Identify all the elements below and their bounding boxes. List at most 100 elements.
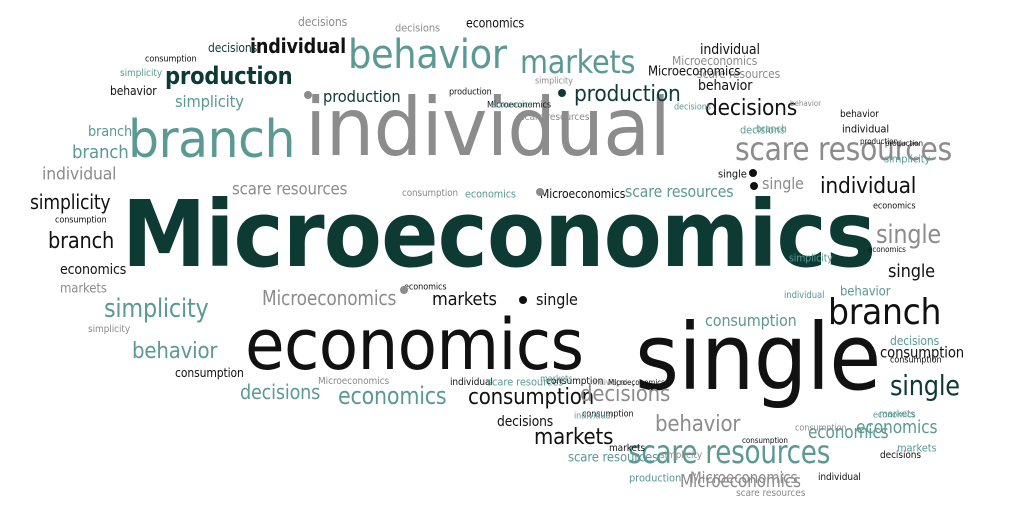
bullet-dot xyxy=(304,91,312,99)
word-economics: economics xyxy=(245,304,584,386)
bullet-dot xyxy=(750,182,758,190)
word-markets: markets xyxy=(609,443,645,454)
word-production: production xyxy=(885,139,923,148)
word-decisions: decisions xyxy=(497,414,554,430)
word-markets: markets xyxy=(520,43,636,81)
word-consumption: consumption xyxy=(890,355,942,366)
word-individual: individual xyxy=(700,42,760,58)
word-individual: individual xyxy=(450,377,493,388)
word-single: single xyxy=(762,174,804,193)
word-consumption: consumption xyxy=(742,436,788,445)
word-scare-resources: scare resources xyxy=(568,450,659,466)
word-decisions: decisions xyxy=(208,41,258,55)
bullet-dot xyxy=(400,286,408,294)
word-individual: individual xyxy=(820,174,917,199)
word-behavior: behavior xyxy=(840,109,879,120)
word-individual: individual xyxy=(250,34,346,58)
word-decisions: decisions xyxy=(580,382,671,407)
word-simplicity: simplicity xyxy=(175,92,244,111)
word-single: single xyxy=(718,167,747,181)
word-simplicity: simplicity xyxy=(535,76,573,87)
word-consumption: consumption xyxy=(546,376,604,387)
word-consumption: consumption xyxy=(880,343,965,362)
word-consumption: consumption xyxy=(468,385,595,410)
word-scare-resources: scare resources xyxy=(520,112,590,123)
word-individual: individual xyxy=(784,290,825,301)
word-single: single xyxy=(635,304,881,411)
word-branch: branch xyxy=(88,124,133,140)
word-decisions: decisions xyxy=(880,450,921,461)
word-scare-resources: scare resources xyxy=(628,433,831,471)
word-branch: branch xyxy=(828,292,942,333)
word-branch: branch xyxy=(48,229,115,254)
word-consumption: consumption xyxy=(145,54,197,65)
word-markets: markets xyxy=(432,289,497,310)
word-economics: economics xyxy=(490,100,533,111)
word-individual: individual xyxy=(305,81,671,174)
word-scare-resources: scare resources xyxy=(735,130,952,168)
word-scare-resources: scare resources xyxy=(232,179,348,200)
word-economics: economics xyxy=(404,282,447,293)
word-consumption: consumption xyxy=(582,409,634,420)
word-decisions: decisions xyxy=(740,123,786,137)
word-economics: economics xyxy=(856,417,938,438)
word-production: production xyxy=(860,137,898,146)
word-behavior: behavior xyxy=(110,84,157,98)
word-economics: economics xyxy=(465,187,516,201)
word-simplicity: simplicity xyxy=(30,190,111,214)
word-individual: individual xyxy=(593,378,628,387)
word-microeconomics: Microeconomics xyxy=(672,54,758,68)
word-economics: economics xyxy=(466,16,525,32)
word-individual: individual xyxy=(818,472,861,483)
word-economics: economics xyxy=(873,201,916,212)
word-simplicity: simplicity xyxy=(660,450,703,461)
word-microeconomics: Microeconomics xyxy=(690,468,798,487)
word-scare-resources: scare resources xyxy=(697,67,781,81)
word-simplicity: simplicity xyxy=(104,294,209,324)
word-consumption: consumption xyxy=(402,188,459,199)
word-decisions: decisions xyxy=(674,102,711,113)
word-markets: markets xyxy=(897,441,937,455)
word-consumption: consumption xyxy=(705,311,797,330)
word-branch: branch xyxy=(72,142,129,163)
word-consumption: consumption xyxy=(175,366,244,380)
word-behavior: behavior xyxy=(840,284,891,300)
word-decisions: decisions xyxy=(890,334,940,348)
word-individual: individual xyxy=(842,122,890,136)
word-economics: economics xyxy=(868,245,906,254)
word-consumption: consumption xyxy=(55,215,107,226)
word-production: production xyxy=(165,62,293,90)
word-scare-resources: scare resources xyxy=(487,375,564,389)
bullet-dot xyxy=(536,188,544,196)
word-microeconomics: Microeconomics xyxy=(608,378,665,387)
word-microeconomics: Microeconomics xyxy=(262,286,397,310)
word-single: single xyxy=(890,369,960,402)
word-markets: markets xyxy=(879,409,915,420)
word-markets: markets xyxy=(60,281,107,297)
word-decisions: decisions xyxy=(240,380,321,404)
word-scare-resources: scare resources xyxy=(736,488,806,499)
word-behavior: behavior xyxy=(132,339,218,364)
word-simplicity: simplicity xyxy=(88,324,131,335)
word-decisions: decisions xyxy=(705,96,798,121)
word-single: single xyxy=(876,220,941,250)
word-economics: economics xyxy=(873,410,916,421)
word-individual: individual xyxy=(42,164,117,185)
word-markets: markets xyxy=(540,374,573,385)
word-microeconomics: Microeconomics xyxy=(318,376,390,387)
bullet-dot xyxy=(749,169,757,177)
word-production: production xyxy=(323,87,401,106)
word-scare-resources: scare resources xyxy=(625,182,734,201)
word-production: production xyxy=(574,82,681,107)
word-economics: economics xyxy=(808,422,889,443)
word-simplicity: simplicity xyxy=(884,152,931,166)
word-decisions: decisions xyxy=(298,15,348,29)
word-decisions: decisions xyxy=(395,21,441,35)
word-production: production xyxy=(449,87,492,98)
bullet-dot xyxy=(519,296,527,304)
word-microeconomics: Microeconomics xyxy=(487,100,551,111)
word-behavior: behavior xyxy=(698,78,753,94)
word-consumption: consumption xyxy=(795,423,847,434)
word-markets: markets xyxy=(534,425,614,450)
